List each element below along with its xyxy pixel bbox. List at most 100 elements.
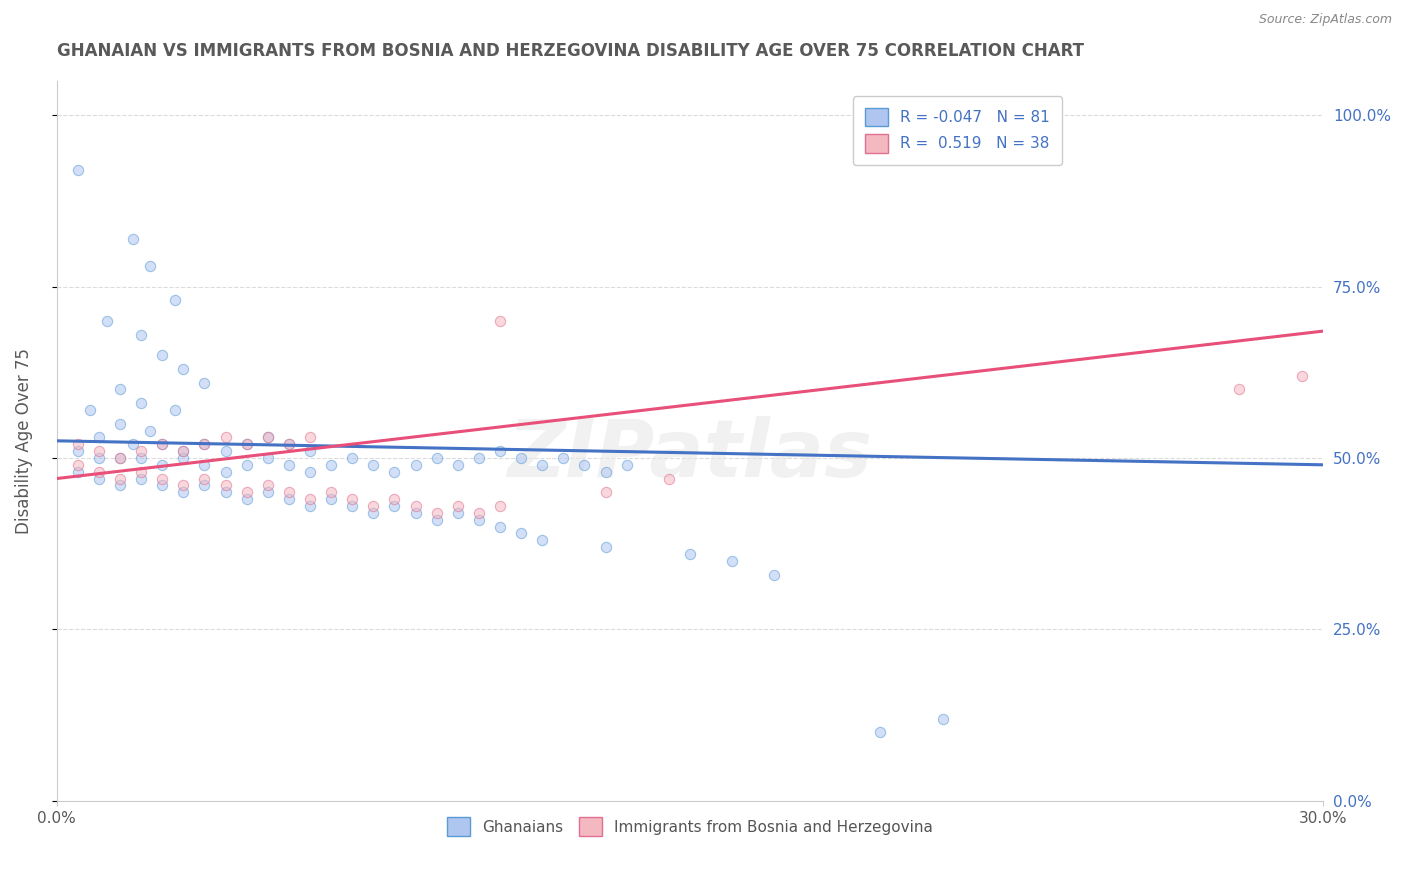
Point bbox=[172, 444, 194, 458]
Point bbox=[405, 499, 427, 513]
Point bbox=[66, 444, 89, 458]
Point bbox=[235, 492, 257, 507]
Point bbox=[531, 458, 554, 472]
Point bbox=[595, 485, 617, 500]
Point bbox=[510, 450, 533, 465]
Text: GHANAIAN VS IMMIGRANTS FROM BOSNIA AND HERZEGOVINA DISABILITY AGE OVER 75 CORREL: GHANAIAN VS IMMIGRANTS FROM BOSNIA AND H… bbox=[56, 42, 1084, 60]
Point bbox=[87, 450, 110, 465]
Point bbox=[172, 361, 194, 376]
Point bbox=[193, 471, 215, 485]
Point bbox=[361, 506, 384, 520]
Point bbox=[66, 437, 89, 451]
Point bbox=[129, 327, 152, 342]
Point bbox=[66, 162, 89, 177]
Point bbox=[121, 437, 143, 451]
Point bbox=[298, 492, 321, 507]
Point bbox=[150, 458, 173, 472]
Point bbox=[163, 293, 186, 308]
Point bbox=[172, 478, 194, 492]
Point bbox=[298, 499, 321, 513]
Point bbox=[679, 547, 702, 561]
Point bbox=[87, 430, 110, 444]
Point bbox=[574, 458, 596, 472]
Point bbox=[108, 450, 131, 465]
Point bbox=[468, 506, 491, 520]
Point bbox=[235, 437, 257, 451]
Point bbox=[172, 444, 194, 458]
Point bbox=[319, 492, 342, 507]
Point bbox=[193, 478, 215, 492]
Text: Source: ZipAtlas.com: Source: ZipAtlas.com bbox=[1258, 13, 1392, 27]
Point bbox=[405, 506, 427, 520]
Point bbox=[531, 533, 554, 548]
Point bbox=[129, 396, 152, 410]
Point bbox=[256, 485, 278, 500]
Point bbox=[235, 437, 257, 451]
Point bbox=[553, 450, 575, 465]
Point bbox=[384, 499, 406, 513]
Point bbox=[79, 403, 101, 417]
Point bbox=[447, 458, 470, 472]
Point bbox=[214, 485, 236, 500]
Point bbox=[595, 540, 617, 554]
Point bbox=[66, 458, 89, 472]
Point bbox=[172, 450, 194, 465]
Point bbox=[172, 485, 194, 500]
Point bbox=[932, 712, 955, 726]
Point bbox=[763, 567, 786, 582]
Point bbox=[277, 437, 299, 451]
Y-axis label: Disability Age Over 75: Disability Age Over 75 bbox=[15, 348, 32, 533]
Point bbox=[489, 444, 512, 458]
Point bbox=[138, 424, 160, 438]
Point bbox=[129, 465, 152, 479]
Point bbox=[361, 499, 384, 513]
Point bbox=[721, 554, 744, 568]
Point bbox=[384, 465, 406, 479]
Point bbox=[87, 444, 110, 458]
Point bbox=[319, 458, 342, 472]
Point bbox=[298, 465, 321, 479]
Point bbox=[340, 450, 363, 465]
Point bbox=[489, 499, 512, 513]
Point bbox=[468, 450, 491, 465]
Point bbox=[66, 465, 89, 479]
Point bbox=[163, 403, 186, 417]
Point bbox=[340, 499, 363, 513]
Point bbox=[129, 444, 152, 458]
Point bbox=[489, 314, 512, 328]
Point bbox=[138, 259, 160, 273]
Legend: Ghanaians, Immigrants from Bosnia and Herzegovina: Ghanaians, Immigrants from Bosnia and He… bbox=[440, 810, 941, 844]
Point bbox=[426, 450, 449, 465]
Point bbox=[277, 485, 299, 500]
Point bbox=[447, 506, 470, 520]
Point bbox=[256, 478, 278, 492]
Point bbox=[193, 437, 215, 451]
Point bbox=[193, 376, 215, 390]
Point bbox=[214, 430, 236, 444]
Point bbox=[277, 458, 299, 472]
Point bbox=[150, 471, 173, 485]
Point bbox=[489, 519, 512, 533]
Point bbox=[361, 458, 384, 472]
Point bbox=[108, 478, 131, 492]
Point bbox=[1291, 368, 1313, 383]
Point bbox=[150, 348, 173, 362]
Point bbox=[1227, 383, 1250, 397]
Point bbox=[256, 450, 278, 465]
Point bbox=[869, 725, 891, 739]
Point bbox=[426, 513, 449, 527]
Point bbox=[108, 383, 131, 397]
Point bbox=[96, 314, 118, 328]
Point bbox=[426, 506, 449, 520]
Point bbox=[150, 437, 173, 451]
Point bbox=[658, 471, 681, 485]
Point bbox=[87, 471, 110, 485]
Point bbox=[384, 492, 406, 507]
Point bbox=[298, 444, 321, 458]
Point bbox=[108, 450, 131, 465]
Point bbox=[510, 526, 533, 541]
Point bbox=[193, 437, 215, 451]
Point bbox=[256, 430, 278, 444]
Point bbox=[214, 444, 236, 458]
Point bbox=[468, 513, 491, 527]
